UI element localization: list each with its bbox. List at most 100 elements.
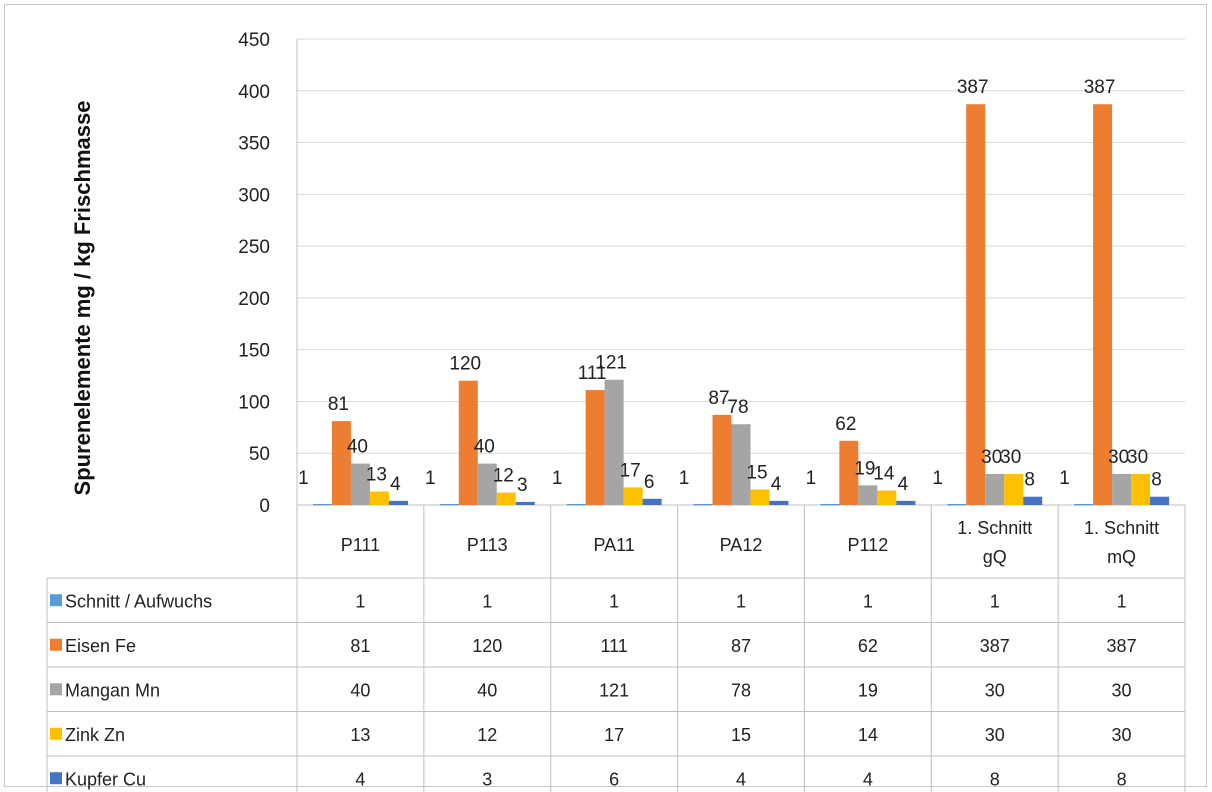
table-cell: 1 — [863, 591, 873, 611]
table-cell: 13 — [350, 725, 370, 745]
data-label: 30 — [981, 447, 1002, 468]
bar — [496, 492, 516, 505]
data-label: 3 — [517, 475, 528, 496]
legend-label: Zink Zn — [65, 725, 125, 745]
bar — [623, 487, 643, 505]
data-label: 111 — [578, 363, 607, 384]
data-label: 1 — [425, 468, 436, 489]
table-cell: 81 — [350, 636, 370, 656]
table-cell: 387 — [1107, 636, 1137, 656]
data-label: 12 — [493, 466, 514, 487]
bar — [585, 390, 605, 505]
bar — [439, 503, 459, 506]
table-cell: 121 — [599, 680, 629, 700]
bar — [712, 414, 732, 505]
bar — [331, 421, 351, 505]
data-label: 40 — [474, 437, 495, 458]
bar — [1093, 104, 1113, 506]
bar — [769, 500, 789, 505]
y-tick-label: 350 — [238, 134, 270, 155]
legend-label: Mangan Mn — [65, 680, 160, 700]
y-axis: 0 50 100 150 200 250 300 350 400 450 — [238, 30, 298, 517]
data-label: 62 — [835, 414, 856, 435]
legend-label: Eisen Fe — [65, 636, 136, 656]
table-cell: 40 — [477, 680, 497, 700]
data-label: 13 — [366, 465, 387, 486]
legend-key — [50, 594, 62, 607]
category-label: mQ — [1107, 547, 1136, 567]
table-cell: 1 — [609, 591, 619, 611]
y-axis-title: Spurenelemente mg / kg Frischmasse — [70, 101, 95, 496]
legend-key — [50, 683, 62, 696]
data-label: 17 — [620, 460, 641, 481]
y-tick-label: 400 — [238, 82, 270, 103]
data-label: 1 — [932, 468, 943, 489]
table-cell: 4 — [863, 769, 873, 789]
legend-label: Schnitt / Aufwuchs — [65, 591, 212, 611]
bar — [896, 500, 916, 505]
table-cell: 87 — [731, 636, 751, 656]
table-cell: 1 — [355, 591, 365, 611]
category-label: PA11 — [593, 535, 634, 555]
data-label: 6 — [644, 472, 655, 493]
bar — [642, 498, 662, 505]
legend-key — [50, 772, 62, 785]
table-cell: 1 — [482, 591, 492, 611]
legend-key — [50, 638, 62, 651]
bar — [515, 501, 535, 505]
table-cell: 78 — [731, 680, 751, 700]
data-label: 120 — [449, 354, 481, 375]
table-cell: 62 — [858, 636, 878, 656]
category-label: 1. Schnitt — [957, 518, 1032, 538]
y-tick-label: 50 — [249, 444, 270, 465]
table-cell: 1 — [736, 591, 746, 611]
table-cell: 3 — [482, 769, 492, 789]
bar — [1150, 496, 1170, 505]
data-label: 30 — [1127, 447, 1148, 468]
table-cell: 19 — [858, 680, 878, 700]
data-label: 1 — [298, 468, 309, 489]
table-cell: 40 — [350, 680, 370, 700]
y-tick-label: 200 — [238, 289, 270, 310]
bar — [693, 503, 713, 506]
bar — [312, 503, 332, 506]
table-cell: 15 — [731, 725, 751, 745]
y-tick-label: 100 — [238, 392, 270, 413]
data-label: 30 — [1000, 447, 1021, 468]
bar — [1023, 496, 1043, 505]
y-tick-label: 250 — [238, 237, 270, 258]
bar — [1074, 503, 1094, 506]
bar — [858, 485, 878, 505]
data-label: 40 — [347, 437, 368, 458]
table-cell: 111 — [600, 636, 627, 656]
bar — [750, 489, 770, 505]
data-label: 4 — [771, 474, 782, 495]
data-label: 387 — [1084, 77, 1116, 98]
data-label: 14 — [873, 464, 895, 485]
bar — [877, 490, 897, 505]
legend-key — [50, 727, 62, 740]
table-cell: 6 — [609, 769, 619, 789]
data-label: 387 — [957, 77, 989, 98]
category-label: P112 — [848, 535, 889, 555]
category-label: 1. Schnitt — [1084, 518, 1159, 538]
table-cell: 30 — [985, 680, 1005, 700]
category-label: PA12 — [720, 535, 763, 555]
data-label: 15 — [746, 462, 767, 483]
data-label: 8 — [1151, 470, 1162, 491]
bar — [369, 491, 389, 505]
bar — [458, 380, 478, 505]
data-label: 4 — [390, 474, 401, 495]
table-cell: 120 — [472, 636, 502, 656]
table-cell: 14 — [858, 725, 878, 745]
bar — [1004, 473, 1024, 505]
table-cell: 1 — [990, 591, 1000, 611]
table-cell: 4 — [355, 769, 365, 789]
table-cell: 1 — [1117, 591, 1127, 611]
bar — [350, 463, 370, 505]
data-label: 30 — [1108, 447, 1129, 468]
bars — [312, 104, 1170, 506]
bar — [388, 500, 408, 505]
data-label: 4 — [898, 474, 909, 495]
